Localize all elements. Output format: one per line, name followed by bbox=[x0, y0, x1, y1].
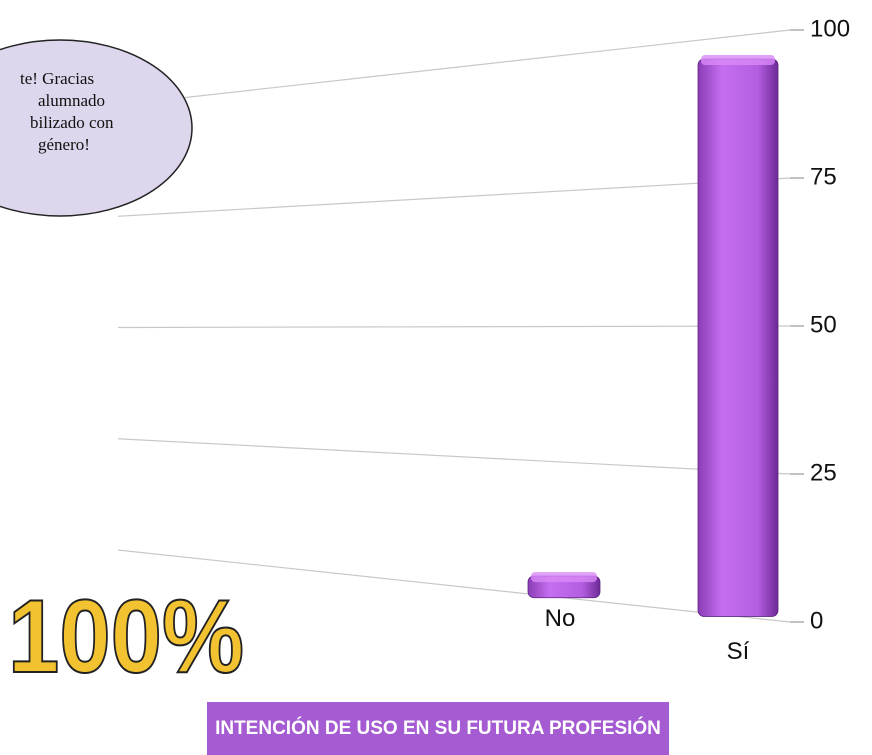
y-tick-label: 25 bbox=[810, 459, 837, 486]
bar-top bbox=[701, 55, 775, 65]
annotation-line: bilizado con bbox=[30, 113, 114, 132]
page: 0 25 50 75 100 te! Gracias alumnado bilizado c… bbox=[0, 0, 872, 755]
grid-line bbox=[118, 439, 790, 474]
x-tick-label: Sí bbox=[727, 638, 750, 665]
badge: 100% bbox=[8, 579, 244, 695]
chart: 0 25 50 75 100 te! Gracias alumnado bilizado c… bbox=[0, 0, 872, 755]
bars: No Sí bbox=[528, 55, 778, 665]
bar bbox=[698, 59, 778, 616]
grid-line bbox=[118, 326, 790, 328]
y-tick-label: 100 bbox=[810, 15, 850, 42]
chart-title: INTENCIÓN DE USO EN SU FUTURA PROFESIÓN bbox=[215, 717, 661, 739]
y-tick-label: 75 bbox=[810, 163, 837, 190]
grid-line bbox=[118, 178, 790, 216]
y-tick-label: 50 bbox=[810, 311, 837, 338]
annotation-line: te! Gracias bbox=[20, 69, 94, 88]
grid-line bbox=[118, 30, 790, 105]
bar-top bbox=[531, 572, 597, 582]
annotation-line: alumnado bbox=[38, 91, 105, 110]
x-tick-label: No bbox=[545, 605, 576, 632]
y-tick-label: 0 bbox=[810, 607, 823, 634]
annotation-line: género! bbox=[38, 135, 90, 154]
